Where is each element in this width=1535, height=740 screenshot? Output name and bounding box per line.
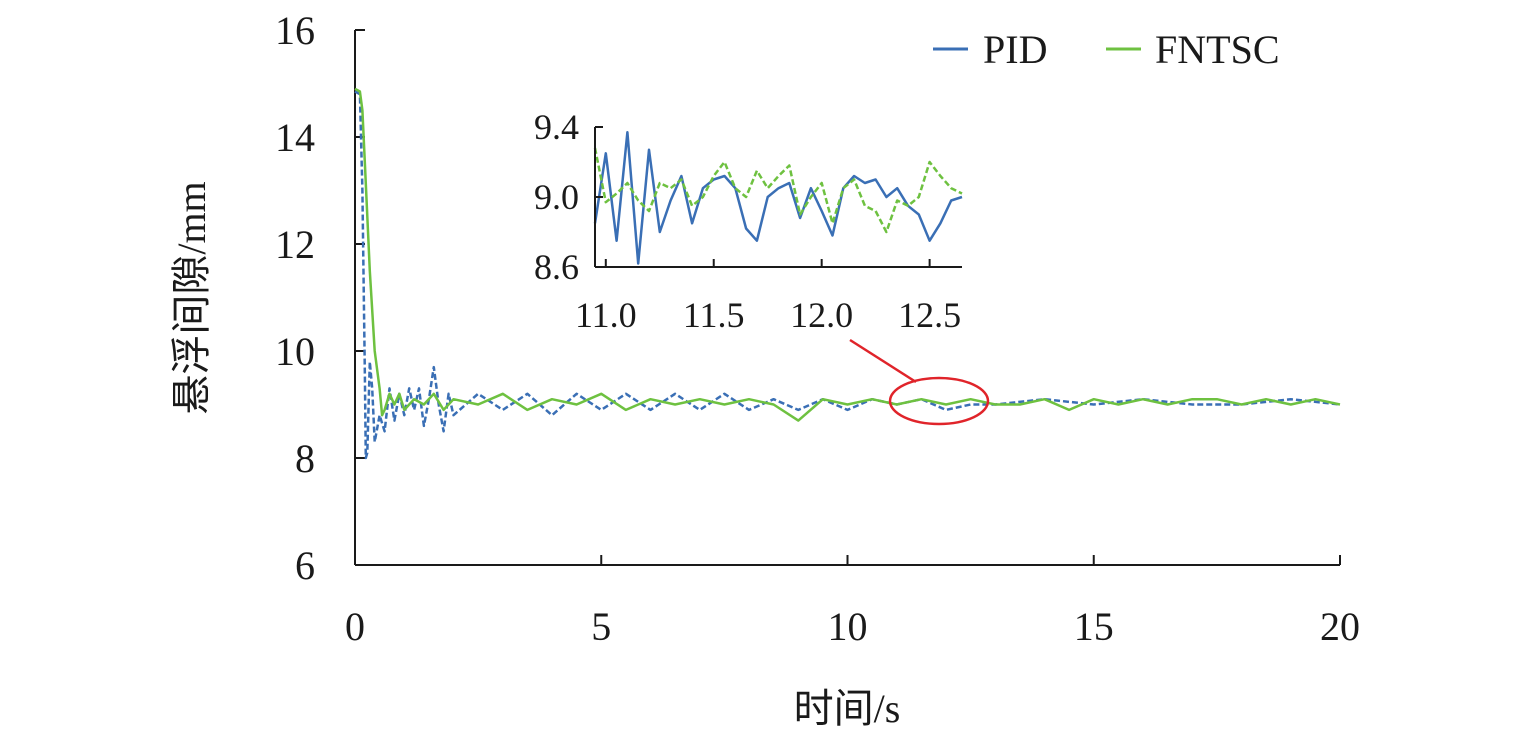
inset-y-tick-label: 8.6 [534, 247, 579, 287]
legend: PID FNTSC [933, 27, 1280, 72]
y-axis-title: 悬浮间隙/mm [169, 181, 214, 414]
inset-x-tick-label: 11.5 [683, 295, 745, 335]
inset-x-tick-label: 12.0 [790, 295, 853, 335]
y-tick-label: 12 [275, 222, 315, 267]
zoom-region-ellipse [888, 376, 990, 426]
inset-chart: 11.0 11.5 12.0 12.5 9.4 9.0 8.6 [534, 107, 963, 335]
zoom-callout-line [849, 338, 917, 384]
inset-x-tick-label: 12.5 [898, 295, 961, 335]
y-ticks: 6 8 10 12 14 16 [275, 8, 365, 588]
x-tick-label: 20 [1320, 604, 1360, 649]
x-tick-label: 5 [591, 604, 611, 649]
inset-series [593, 131, 963, 265]
zoom-annotation [849, 338, 990, 426]
y-tick-label: 8 [295, 436, 315, 481]
x-ticks: 0 5 10 15 20 [345, 555, 1360, 649]
x-tick-label: 15 [1074, 604, 1114, 649]
main-axes: 0 5 10 15 20 6 8 10 12 14 16 [275, 8, 1360, 649]
y-tick-label: 6 [295, 543, 315, 588]
x-tick-label: 10 [828, 604, 868, 649]
main-series [354, 87, 1341, 460]
inset-x-ticks: 11.0 11.5 12.0 12.5 [575, 259, 961, 335]
legend-pid-label: PID [983, 27, 1047, 72]
inset-series-line-pid [593, 131, 963, 265]
main-series-line-fntsc [354, 87, 1341, 422]
inset-x-tick-label: 11.0 [575, 295, 637, 335]
y-tick-label: 10 [275, 329, 315, 374]
x-axis-title: 时间/s [794, 686, 901, 731]
inset-y-ticks: 9.4 9.0 8.6 [534, 107, 603, 287]
y-tick-label: 16 [275, 8, 315, 53]
inset-series-line-fntsc [593, 147, 963, 234]
inset-y-tick-label: 9.4 [534, 107, 579, 147]
legend-fntsc-label: FNTSC [1155, 27, 1280, 72]
main-series-line-pid [354, 90, 1341, 460]
x-tick-label: 0 [345, 604, 365, 649]
y-tick-label: 14 [275, 115, 315, 160]
inset-y-tick-label: 9.0 [534, 177, 579, 217]
